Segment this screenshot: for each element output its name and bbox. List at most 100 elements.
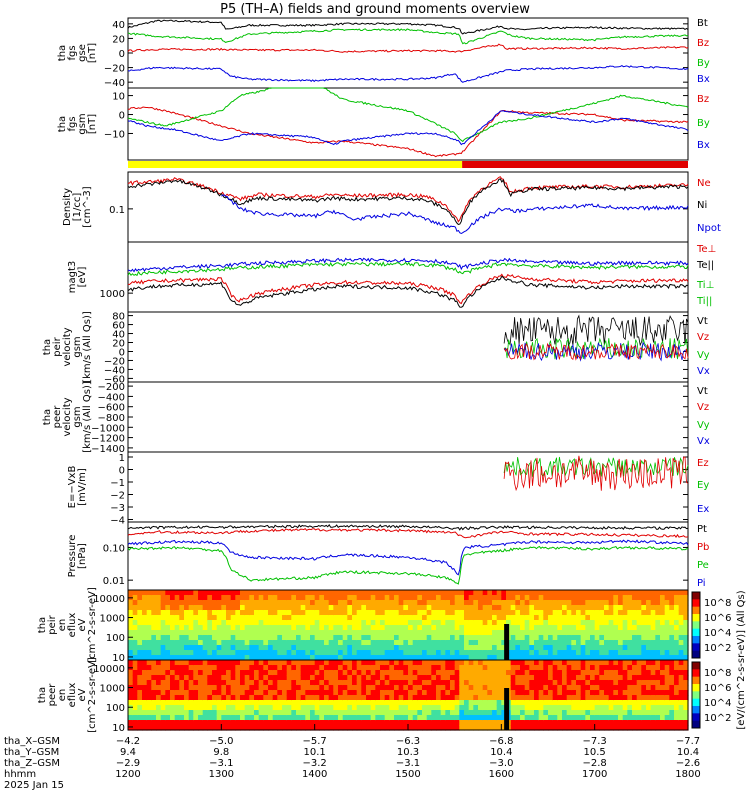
heatmap-cell bbox=[282, 690, 288, 696]
heatmap-cell bbox=[632, 695, 638, 701]
heatmap-cell bbox=[394, 615, 400, 621]
heatmap-cell bbox=[286, 700, 292, 706]
heatmap-cell bbox=[156, 645, 162, 651]
heatmap-cell bbox=[459, 620, 465, 626]
heatmap-cell bbox=[492, 725, 498, 731]
heatmap-cell bbox=[445, 620, 451, 626]
heatmap-cell bbox=[515, 605, 521, 611]
heatmap-cell bbox=[604, 660, 610, 666]
heatmap-cell bbox=[356, 685, 362, 691]
heatmap-cell bbox=[608, 660, 614, 666]
heatmap-cell bbox=[137, 600, 143, 606]
heatmap-cell bbox=[445, 665, 451, 671]
heatmap-cell bbox=[552, 620, 558, 626]
heatmap-cell bbox=[627, 715, 633, 721]
heatmap-cell bbox=[347, 595, 353, 601]
heatmap-cell bbox=[403, 660, 409, 666]
heatmap-cell bbox=[258, 605, 264, 611]
heatmap-cell bbox=[520, 700, 526, 706]
heatmap-cell bbox=[664, 705, 670, 711]
heatmap-cell bbox=[207, 700, 213, 706]
heatmap-cell bbox=[496, 620, 502, 626]
heatmap-cell bbox=[501, 675, 507, 681]
heatmap-cell bbox=[520, 655, 526, 661]
heatmap-cell bbox=[459, 605, 465, 611]
heatmap-cell bbox=[258, 720, 264, 726]
heatmap-cell bbox=[361, 610, 367, 616]
heatmap-cell bbox=[608, 705, 614, 711]
heatmap-cell bbox=[674, 615, 680, 621]
heatmap-cell bbox=[473, 670, 479, 676]
heatmap-cell bbox=[137, 640, 143, 646]
heatmap-cell bbox=[188, 605, 194, 611]
heatmap-cell bbox=[482, 685, 488, 691]
heatmap-cell bbox=[613, 590, 619, 596]
heatmap-cell bbox=[622, 605, 628, 611]
heatmap-cell bbox=[412, 595, 418, 601]
heatmap-cell bbox=[445, 695, 451, 701]
heatmap-cell bbox=[641, 625, 647, 631]
heatmap-cell bbox=[492, 690, 498, 696]
heatmap-cell bbox=[226, 595, 232, 601]
heatmap-cell bbox=[538, 675, 544, 681]
heatmap-cell bbox=[207, 685, 213, 691]
heatmap-cell bbox=[417, 640, 423, 646]
heatmap-cell bbox=[459, 715, 465, 721]
heatmap-cell bbox=[660, 725, 666, 731]
heatmap-cell bbox=[636, 675, 642, 681]
heatmap-cell bbox=[408, 675, 414, 681]
heatmap-cell bbox=[566, 590, 572, 596]
heatmap-cell bbox=[426, 630, 432, 636]
heatmap-cell bbox=[146, 650, 152, 656]
heatmap-cell bbox=[319, 705, 325, 711]
heatmap-cell bbox=[179, 650, 185, 656]
heatmap-cell bbox=[333, 705, 339, 711]
heatmap-cell bbox=[389, 600, 395, 606]
heatmap-cell bbox=[277, 675, 283, 681]
heatmap-cell bbox=[646, 625, 652, 631]
heatmap-cell bbox=[184, 595, 190, 601]
heatmap-cell bbox=[235, 620, 241, 626]
heatmap-cell bbox=[184, 645, 190, 651]
heatmap-cell bbox=[221, 640, 227, 646]
heatmap-cell bbox=[636, 700, 642, 706]
x-axis-value: 1400 bbox=[302, 769, 327, 780]
heatmap-cell bbox=[361, 615, 367, 621]
heatmap-cell bbox=[314, 690, 320, 696]
heatmap-cell bbox=[524, 705, 530, 711]
heatmap-cell bbox=[646, 615, 652, 621]
heatmap-cell bbox=[188, 715, 194, 721]
heatmap-cell bbox=[142, 590, 148, 596]
y-tick-label: 1000 bbox=[100, 684, 125, 695]
heatmap-cell bbox=[408, 700, 414, 706]
heatmap-cell bbox=[216, 610, 222, 616]
heatmap-cell bbox=[342, 640, 348, 646]
heatmap-cell bbox=[641, 680, 647, 686]
heatmap-cell bbox=[156, 710, 162, 716]
heatmap-cell bbox=[198, 725, 204, 731]
heatmap-cell bbox=[543, 695, 549, 701]
heatmap-cell bbox=[562, 670, 568, 676]
heatmap-cell bbox=[608, 625, 614, 631]
heatmap-cell bbox=[282, 695, 288, 701]
heatmap-cell bbox=[426, 625, 432, 631]
heatmap-cell bbox=[557, 600, 563, 606]
heatmap-cell bbox=[552, 600, 558, 606]
heatmap-cell bbox=[543, 705, 549, 711]
heatmap-cell bbox=[622, 600, 628, 606]
panel-peir_spectrogram: tha peir en eflux eV [cm^2-s-sr-eV]1000010001… bbox=[37, 587, 731, 664]
heatmap-cell bbox=[552, 665, 558, 671]
heatmap-cell bbox=[524, 635, 530, 641]
heatmap-cell bbox=[674, 655, 680, 661]
heatmap-cell bbox=[352, 670, 358, 676]
heatmap-cell bbox=[193, 645, 199, 651]
heatmap-cell bbox=[468, 690, 474, 696]
heatmap-cell bbox=[403, 700, 409, 706]
legend-entry: Bx bbox=[697, 74, 710, 85]
heatmap-cell bbox=[375, 605, 381, 611]
heatmap-cell bbox=[557, 625, 563, 631]
heatmap-cell bbox=[417, 630, 423, 636]
colorbar-tick: 10^2 bbox=[704, 643, 731, 654]
heatmap-cell bbox=[636, 670, 642, 676]
heatmap-cell bbox=[198, 660, 204, 666]
